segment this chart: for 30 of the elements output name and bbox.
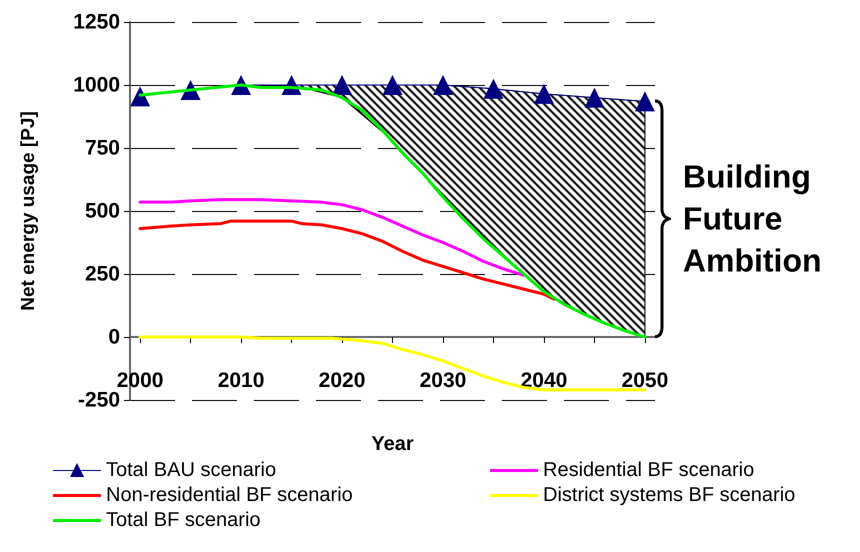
line-series [138,198,526,277]
point [534,84,554,104]
y-tick-label: 0 [108,326,120,348]
x-axis-title: Year [371,433,414,455]
x-tick-label: 2050 [622,369,668,392]
y-tick-label: 1000 [73,74,120,96]
y-tick-label: 750 [84,136,120,160]
x-tick-label: 2010 [218,369,264,392]
legend-label: Total BF scenario [106,509,261,531]
x-tick-label: 2040 [520,369,568,392]
point [130,86,150,106]
y-tick-label: 500 [84,200,120,222]
point [584,88,604,108]
x-tick-label: 2020 [318,369,366,392]
point [634,91,655,112]
legend-label: District systems BF scenario [543,484,796,506]
x-tick-label: 2030 [420,369,466,392]
y-tick-label: 250 [84,262,120,286]
point [332,75,352,95]
legend-label: Non-residential BF scenario [106,484,353,506]
line-series [138,220,556,301]
point [432,75,453,95]
point [382,75,402,95]
legend-label: Residential BF scenario [543,459,754,481]
y-tick-label: 1250 [73,10,120,34]
legend-label: Total BAU scenario [106,459,276,481]
point [483,78,504,99]
y-tick-label: -250 [78,388,120,412]
annotation: Building Future Ambition [682,158,822,279]
y-axis-title: Net energy usage [PJ] [18,111,39,311]
